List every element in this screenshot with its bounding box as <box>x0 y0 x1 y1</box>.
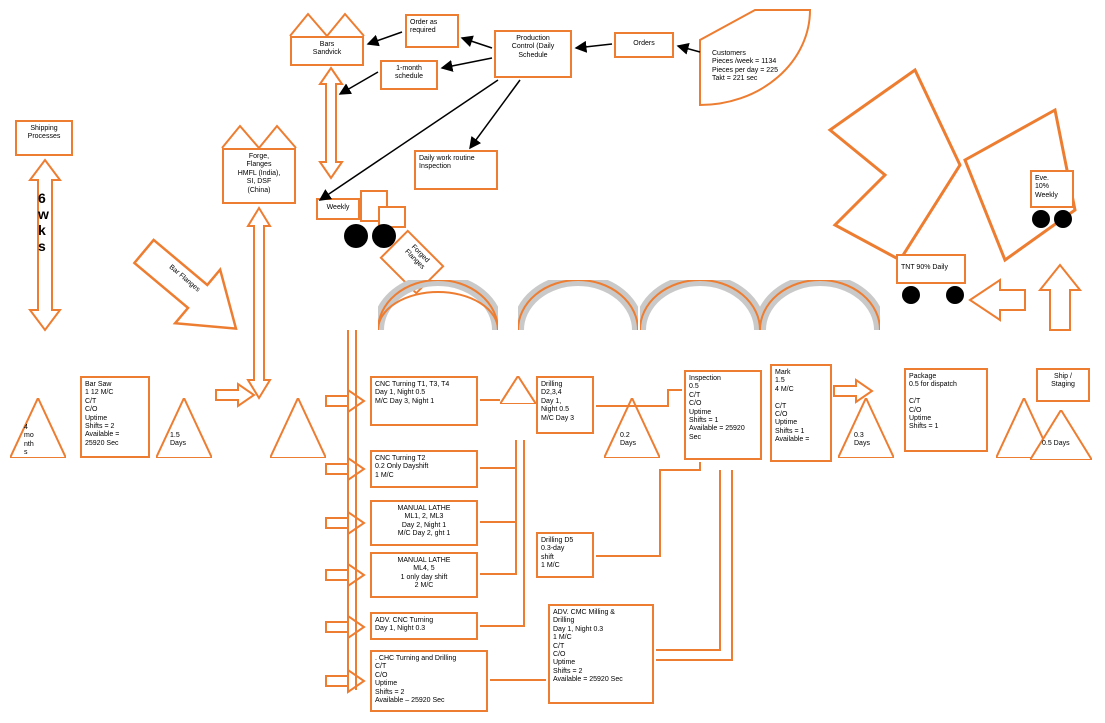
triangle-blank1-icon <box>270 398 326 458</box>
roof-bars-icon <box>290 14 364 36</box>
weekly-text: Weekly <box>321 204 355 212</box>
eve-truck-text: Eve. 10% Weekly <box>1035 175 1069 200</box>
package-box: Package 0.5 for dispatch C/T C/O Uptime … <box>904 368 988 452</box>
wheel-icon <box>344 224 368 248</box>
cnc1-text: CNC Turning T1, T3, T4 Day 1, Night 0.5 … <box>375 381 473 406</box>
adv-milling-text: ADV. CMC Milling & Drilling Day 1, Night… <box>553 609 649 685</box>
orders-box: Orders <box>614 32 674 58</box>
cnc1-box: CNC Turning T1, T3, T4 Day 1, Night 0.5 … <box>370 376 478 426</box>
wheel-icon <box>946 286 964 304</box>
drilling-text: Drilling D2,3,4 Day 1, Night 0.5 M/C Day… <box>541 381 589 423</box>
bar-saw-box: Bar Saw 1 12 M/C C/T C/O Uptime Shifts =… <box>80 376 150 458</box>
triangle-4mo-icon <box>10 398 66 458</box>
package-text: Package 0.5 for dispatch C/T C/O Uptime … <box>909 373 983 432</box>
cnc2-text: CNC Turning T2 0.2 Only Dayshift 1 M/C <box>375 455 473 480</box>
push-arc-icon <box>640 280 760 330</box>
adv-milling-box: ADV. CMC Milling & Drilling Day 1, Night… <box>548 604 654 704</box>
mark-text: Mark 1.5 4 M/C C/T C/O Uptime Shifts = 1… <box>775 369 827 445</box>
ml1-text: MANUAL LATHE ML1, 2, ML3 Day 2, Night 1 … <box>375 505 473 539</box>
ml1-box: MANUAL LATHE ML1, 2, ML3 Day 2, Night 1 … <box>370 500 478 546</box>
eve-truck-box: Eve. 10% Weekly <box>1030 170 1074 208</box>
chc-box: . CHC Turning and Drilling C/T C/O Uptim… <box>370 650 488 712</box>
roof-forge-icon <box>222 126 296 148</box>
vert-arrow-1-icon <box>248 208 270 398</box>
ship-arrows-icon <box>970 260 1080 340</box>
triangle-05-icon <box>1030 410 1092 460</box>
daily-work-text: Daily work routine Inspection <box>419 155 493 172</box>
triangle-15a-icon <box>156 398 212 458</box>
ship-box: Ship / Staging <box>1036 368 1090 402</box>
triangle-02-icon <box>604 398 660 458</box>
production-control-box: Production Control (Daily Schedule <box>494 30 572 78</box>
weekly-box: Weekly <box>316 198 360 220</box>
bars-sandvick-box: Bars Sandvick <box>290 36 364 66</box>
chc-text: . CHC Turning and Drilling C/T C/O Uptim… <box>375 655 483 705</box>
adv-box: ADV. CNC Turning Day 1, Night 0.3 <box>370 612 478 640</box>
triangle-small-icon <box>500 376 536 404</box>
triangle-02-text: 0.2 Days <box>620 432 636 449</box>
orders-text: Orders <box>619 40 669 48</box>
triangle-03-text: 0.3 Days <box>854 432 870 449</box>
ml2-box: MANUAL LATHE ML4, 5 1 only day shift 2 M… <box>370 552 478 598</box>
triangle-03-icon <box>838 398 894 458</box>
bars-sandvick-text: Bars Sandvick <box>295 41 359 58</box>
wheel-icon <box>902 286 920 304</box>
shipping-duration-text: 6 w k s <box>38 190 49 254</box>
one-month-box: 1-month schedule <box>380 60 438 90</box>
order-as-required-box: Order as required <box>405 14 459 48</box>
ship-text: Ship / Staging <box>1041 373 1085 390</box>
tnt-truck-text: TNT 90% Daily <box>901 264 961 272</box>
wheel-icon <box>1032 210 1050 228</box>
forged-flanges-text: Forged Flanges <box>396 237 438 279</box>
tnt-truck-box: TNT 90% Daily <box>896 254 966 284</box>
push-arc-icon <box>518 280 638 330</box>
triangle-05-text: 0.5 Days <box>1042 440 1070 448</box>
vert-arrow-2-icon <box>320 68 342 178</box>
one-month-text: 1-month schedule <box>385 65 433 82</box>
daily-work-box: Daily work routine Inspection <box>414 150 498 190</box>
mark-box: Mark 1.5 4 M/C C/T C/O Uptime Shifts = 1… <box>770 364 832 462</box>
customers-text: Customers Pieces /week = 1134 Pieces per… <box>712 50 807 84</box>
inspection-text: Inspection 0.5 C/T C/O Uptime Shifts = 1… <box>689 375 757 442</box>
decorative-shape-1-icon <box>830 70 960 260</box>
drilling-box: Drilling D2,3,4 Day 1, Night 0.5 M/C Day… <box>536 376 594 434</box>
drilling-d5-text: Drilling D5 0.3-day shift 1 M/C <box>541 537 589 571</box>
drilling-d5-box: Drilling D5 0.3-day shift 1 M/C <box>536 532 594 578</box>
forge-text: Forge, Flanges HMFL (India), SI, DSF (Ch… <box>227 153 291 195</box>
shipping-processes-box: Shipping Processes <box>15 120 73 156</box>
ml2-text: MANUAL LATHE ML4, 5 1 only day shift 2 M… <box>375 557 473 591</box>
bar-saw-text: Bar Saw 1 12 M/C C/T C/O Uptime Shifts =… <box>85 381 145 448</box>
adv-text: ADV. CNC Turning Day 1, Night 0.3 <box>375 617 473 634</box>
production-control-text: Production Control (Daily Schedule <box>499 35 567 60</box>
push-arc-icon <box>378 280 498 330</box>
push-arc-icon <box>760 280 880 330</box>
forge-box: Forge, Flanges HMFL (India), SI, DSF (Ch… <box>222 148 296 204</box>
triangle-4mo-text: 4 mo nth s <box>24 424 34 458</box>
shipping-processes-text: Shipping Processes <box>20 125 68 142</box>
inspection-box: Inspection 0.5 C/T C/O Uptime Shifts = 1… <box>684 370 762 460</box>
triangle-15a-text: 1.5 Days <box>170 432 186 449</box>
order-as-required-text: Order as required <box>410 19 454 36</box>
wheel-icon <box>1054 210 1072 228</box>
cnc2-box: CNC Turning T2 0.2 Only Dayshift 1 M/C <box>370 450 478 488</box>
